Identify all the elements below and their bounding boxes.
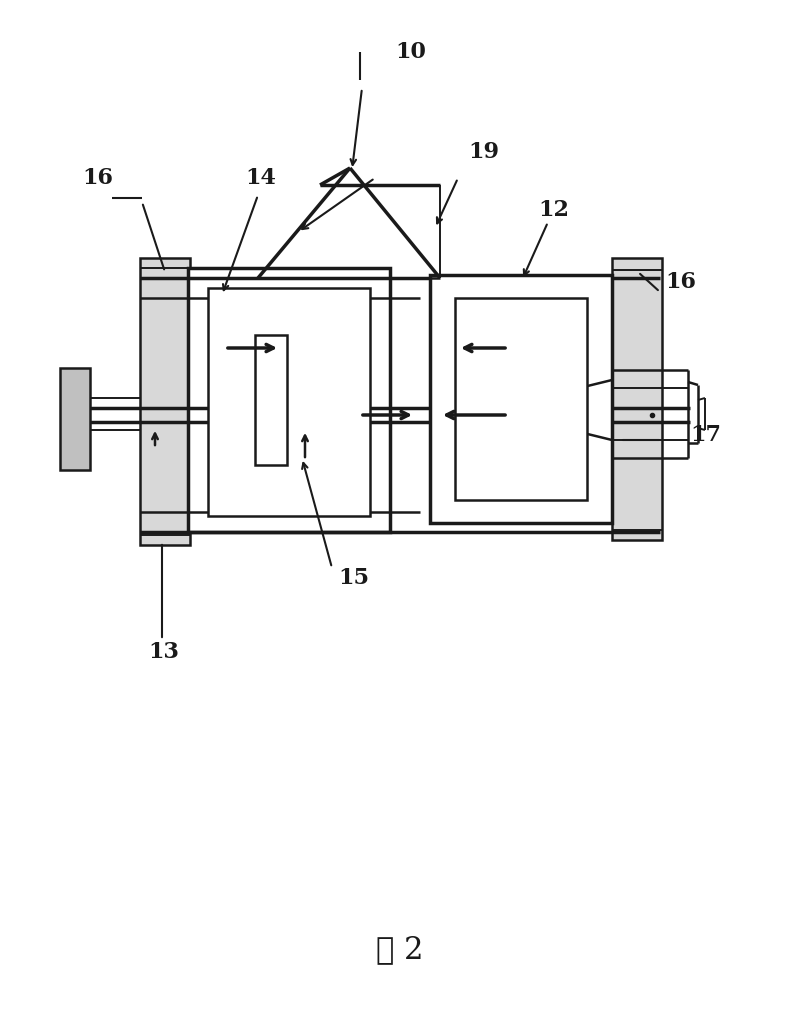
Text: 15: 15 (338, 567, 369, 589)
Bar (455, 298, 587, 500)
Text: 19: 19 (468, 141, 499, 163)
Bar (188, 268, 390, 532)
Bar (60, 368, 90, 470)
Text: 16: 16 (665, 271, 696, 293)
Bar (208, 288, 370, 516)
Text: 10: 10 (395, 41, 426, 63)
Bar (140, 258, 190, 545)
Bar (430, 275, 612, 523)
Bar (612, 258, 662, 540)
Text: 17: 17 (690, 424, 721, 446)
Text: 14: 14 (245, 167, 276, 189)
Text: 13: 13 (148, 641, 179, 663)
Text: 12: 12 (538, 199, 569, 221)
Text: 图 2: 图 2 (376, 934, 424, 966)
Bar (255, 335, 287, 465)
Text: 16: 16 (82, 167, 113, 189)
